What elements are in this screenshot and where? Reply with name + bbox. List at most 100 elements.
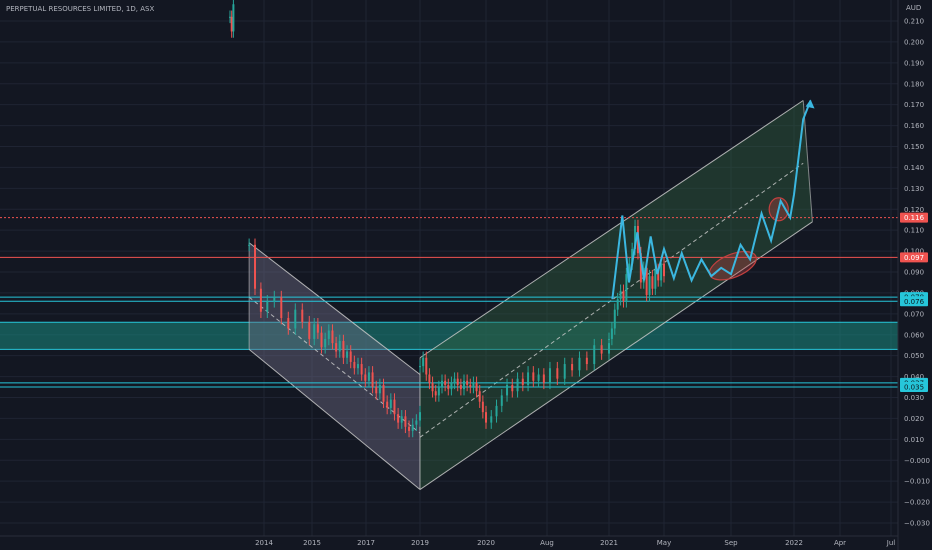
- ascending-channel-lower-line: [419, 221, 813, 490]
- candle-body: [294, 309, 297, 329]
- y-tick-label: 0.070: [904, 310, 924, 318]
- candle-body: [619, 290, 622, 300]
- y-tick-label: 0.160: [904, 122, 924, 130]
- candle-body: [631, 248, 634, 264]
- candle-body: [456, 378, 459, 385]
- candle-body: [411, 424, 414, 431]
- candle-body: [475, 382, 478, 392]
- x-tick-label: Sep: [724, 539, 738, 547]
- price-badge: [900, 212, 928, 223]
- candle-body: [428, 374, 431, 383]
- candle-body: [521, 378, 524, 385]
- candle-body: [500, 395, 503, 406]
- candle-body: [593, 345, 596, 365]
- candle-body: [273, 297, 276, 302]
- candle-body: [542, 374, 545, 383]
- y-tick-label: 0.170: [904, 101, 924, 109]
- candle-body: [422, 357, 425, 367]
- y-tick-label: 0.150: [904, 143, 924, 151]
- candle-body: [481, 401, 484, 413]
- candle-body: [506, 384, 509, 396]
- price-badge-label: 0.076: [904, 298, 925, 306]
- x-tick-label: May: [657, 539, 671, 547]
- price-badge: [900, 252, 928, 263]
- candle-body: [469, 384, 472, 388]
- ascending-channel-edge: [802, 100, 813, 222]
- candle-body: [648, 276, 651, 296]
- candle-body: [578, 357, 581, 371]
- descending-channel-mid-line: [248, 296, 421, 434]
- horizontal-levels: [0, 217, 898, 388]
- y-tick-label: 0.100: [904, 248, 924, 256]
- candle-body: [608, 338, 610, 340]
- candle-body: [232, 4, 235, 32]
- y-tick-label: 0.140: [904, 164, 924, 172]
- currency-label: AUD: [906, 4, 921, 12]
- ascending-channel-fill: [420, 100, 813, 490]
- candle-body: [634, 225, 637, 249]
- candle-body: [367, 372, 370, 381]
- candle-body: [556, 368, 559, 379]
- price-badge-label: 0.116: [904, 214, 925, 222]
- ascending-channel-mid-line: [419, 162, 804, 438]
- candle-body: [349, 351, 352, 362]
- candle-body: [622, 290, 625, 302]
- x-tick-label: 2015: [303, 539, 321, 547]
- candle-body: [453, 378, 456, 383]
- candle-body: [386, 401, 389, 408]
- candle-body: [254, 244, 257, 289]
- candle-body: [613, 309, 616, 329]
- candle-body: [280, 297, 283, 319]
- candle-body: [287, 318, 290, 329]
- candle-body: [516, 378, 519, 392]
- candle-body: [419, 366, 421, 368]
- candle-body: [447, 384, 450, 390]
- chart-title: PERPETUAL RESOURCES LIMITED, 1D, ASX: [6, 5, 154, 13]
- candle-body: [444, 380, 447, 385]
- candle-body: [628, 263, 631, 275]
- y-tick-label: −0.020: [904, 499, 930, 507]
- descending-channel-lower-line: [248, 349, 421, 490]
- candle-body: [266, 301, 269, 312]
- x-tick-label: 2017: [357, 539, 375, 547]
- candle-body: [441, 380, 443, 388]
- candle-body: [338, 341, 341, 352]
- y-tick-label: 0.010: [904, 436, 924, 444]
- candle-body: [389, 399, 392, 408]
- candle-body: [259, 288, 262, 312]
- y-tick-label: 0.130: [904, 185, 924, 193]
- candle-body: [408, 426, 411, 431]
- y-tick-label: −0.000: [904, 457, 930, 465]
- candle-body: [415, 420, 418, 425]
- candle-body: [393, 399, 396, 415]
- ascending-channel-upper-line: [419, 100, 804, 359]
- candle-body: [563, 364, 566, 379]
- candle-body: [360, 364, 363, 375]
- x-tick-label: Jul: [886, 539, 896, 547]
- candle-body: [353, 361, 356, 369]
- candle-body: [660, 263, 663, 281]
- y-tick-label: 0.110: [904, 227, 924, 235]
- candle-body: [610, 328, 613, 339]
- candle-body: [463, 380, 465, 390]
- candle-body: [472, 382, 475, 388]
- y-tick-label: 0.040: [904, 373, 924, 381]
- candle-body: [346, 351, 349, 358]
- candle-body: [616, 299, 619, 310]
- projection: [611, 99, 815, 300]
- price-badge: [900, 382, 928, 393]
- candle-body: [230, 16, 233, 32]
- candle-body: [371, 372, 374, 388]
- x-tick-label: Aug: [540, 539, 554, 547]
- candle-body: [571, 364, 574, 371]
- y-tick-label: 0.190: [904, 59, 924, 67]
- channels: [248, 100, 813, 490]
- descending-channel-upper-line: [248, 242, 421, 375]
- candle-body: [404, 416, 407, 427]
- support-zone: [0, 322, 898, 350]
- candle-body: [316, 324, 319, 333]
